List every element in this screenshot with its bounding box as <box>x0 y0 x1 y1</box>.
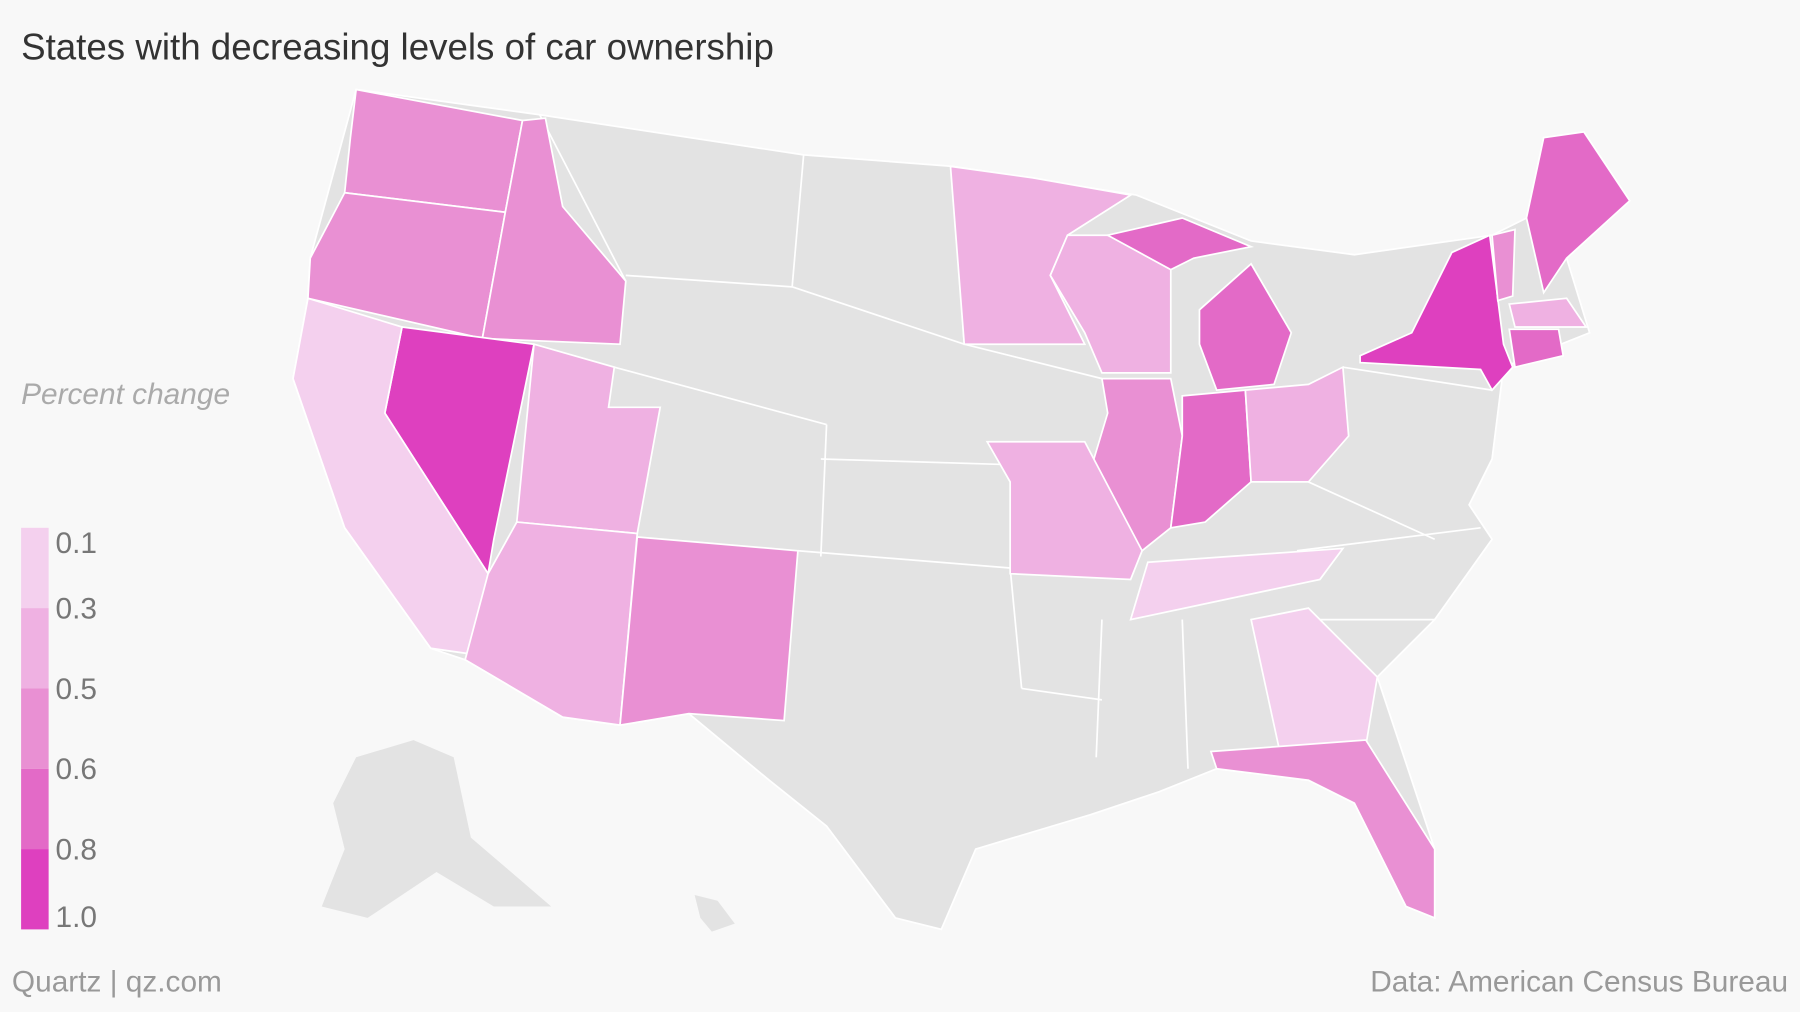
legend-swatch <box>21 608 49 689</box>
legend-label: 1.0 <box>56 901 97 934</box>
state <box>1359 233 1514 392</box>
legend-swatch <box>21 527 49 609</box>
state <box>1508 328 1565 369</box>
state <box>481 117 627 346</box>
legend-label: 0.3 <box>56 592 97 625</box>
map-inset <box>321 740 552 918</box>
state <box>1129 547 1345 621</box>
state-border <box>1009 567 1023 689</box>
state-border <box>538 114 627 282</box>
credit: Quartz | qz.com <box>12 965 222 998</box>
state <box>985 440 1144 581</box>
state-border <box>625 274 793 288</box>
state-border <box>964 343 1103 380</box>
legend-label: 0.6 <box>56 753 97 786</box>
state-border <box>791 154 805 287</box>
state <box>1491 228 1516 302</box>
state-border <box>1021 687 1103 701</box>
state <box>1209 739 1436 920</box>
state-border <box>1342 366 1493 391</box>
state <box>464 521 639 727</box>
state <box>307 191 507 340</box>
state <box>1244 365 1350 483</box>
state-border <box>1296 526 1481 552</box>
legend-label: 0.1 <box>56 527 97 560</box>
legend-swatch <box>21 688 49 769</box>
legend-label: 0.5 <box>56 673 97 706</box>
state-border <box>797 549 1011 569</box>
source: Data: American Census Bureau <box>1370 965 1788 998</box>
state-border <box>791 286 965 346</box>
state <box>619 536 799 727</box>
legend-swatch <box>21 768 49 850</box>
state-border <box>820 458 1011 466</box>
map-inset <box>694 894 735 932</box>
legend-label: 0.8 <box>56 833 97 866</box>
chart-title: States with decreasing levels of car own… <box>21 27 774 68</box>
state-border <box>1095 619 1103 758</box>
state-border <box>1181 619 1189 769</box>
state-border <box>614 366 827 426</box>
state <box>1105 217 1293 392</box>
map <box>292 88 1631 932</box>
state <box>1525 131 1631 295</box>
state <box>1250 607 1379 753</box>
legend-title: Percent change <box>21 378 230 411</box>
legend-swatch <box>21 849 49 930</box>
state <box>1089 377 1184 553</box>
state <box>1508 297 1588 328</box>
legend: 0.1 0.3 0.5 0.6 0.8 1.0 <box>21 527 97 934</box>
state-border <box>1308 481 1436 541</box>
state-border <box>819 424 828 557</box>
